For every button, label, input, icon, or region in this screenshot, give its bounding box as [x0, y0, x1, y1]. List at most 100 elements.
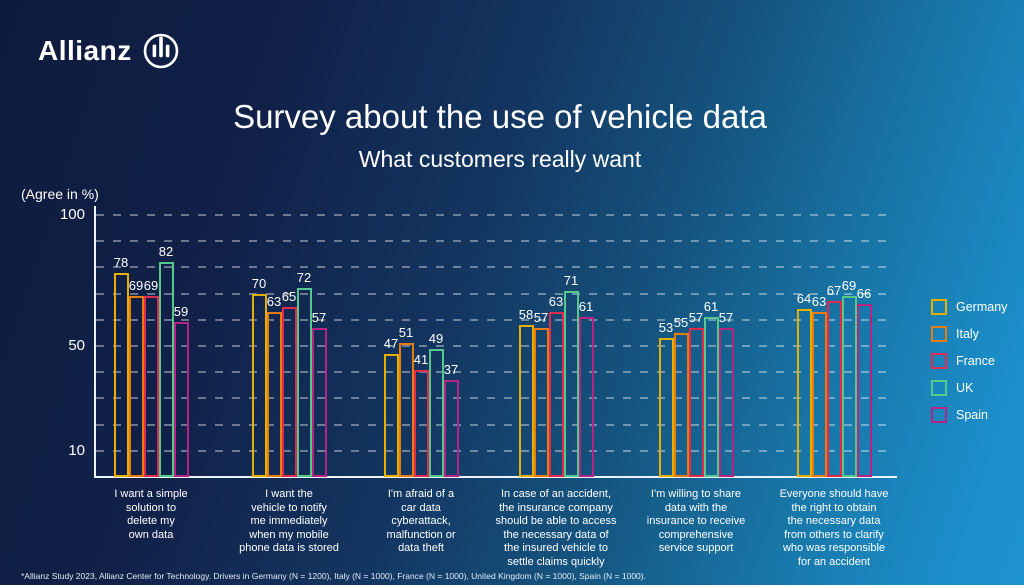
bar-slot: 51 — [398, 325, 414, 477]
gridline — [96, 240, 894, 243]
bar-value-label: 72 — [296, 270, 312, 286]
legend-label: Spain — [956, 408, 988, 422]
bar-slot: 66 — [856, 286, 872, 477]
bar-france — [688, 327, 704, 477]
bar-italy — [128, 296, 144, 477]
gridline — [96, 214, 894, 216]
gridline — [96, 371, 894, 374]
bar-value-label: 63 — [266, 293, 282, 309]
legend: Germany Italy France UK Spain — [931, 299, 1008, 423]
bar-slot: 67 — [826, 283, 842, 477]
bar-group: 78 69 69 82 59 — [113, 215, 189, 477]
gridline — [96, 449, 894, 452]
bar-slot: 69 — [841, 278, 857, 477]
bar-slot: 71 — [563, 273, 579, 477]
category-label: In case of an accident, the insurance com… — [466, 488, 646, 569]
bar-slot: 78 — [113, 255, 129, 477]
bar-uk — [296, 288, 312, 477]
bar-germany — [251, 293, 267, 477]
bar-spain — [173, 322, 189, 477]
bar-uk — [703, 317, 719, 477]
bar-france — [143, 296, 159, 477]
category-label-line: when my mobile — [249, 528, 329, 541]
legend-label: Germany — [956, 300, 1008, 314]
category-label-line: I want the — [265, 488, 313, 500]
bar-group: 47 51 41 49 37 — [383, 215, 459, 477]
bar-slot: 63 — [548, 294, 564, 477]
bar-slot: 53 — [658, 320, 674, 477]
bar-italy — [811, 311, 827, 477]
bar-germany — [658, 338, 674, 477]
category-label: I want a simple solution to delete my own d… — [61, 488, 241, 542]
category-label-line: solution to — [125, 501, 177, 514]
bar-value-label: 61 — [703, 299, 719, 315]
category-label-line: who was responsible — [782, 542, 886, 554]
category-label: Everyone should have the right to obtain t… — [744, 488, 924, 569]
bar-italy — [533, 327, 549, 477]
bar-value-label: 70 — [251, 275, 267, 291]
bar-group: 58 57 63 71 61 — [518, 215, 594, 477]
bar-value-label: 65 — [281, 288, 297, 304]
allianz-circle-bars-icon — [143, 33, 179, 69]
bar-slot: 61 — [578, 299, 594, 477]
bar-slot: 63 — [811, 294, 827, 477]
category-label: I want the vehicle to notify me immediatel… — [199, 488, 379, 556]
bar-spain — [578, 317, 594, 477]
gridline — [96, 397, 894, 400]
bar-slot: 57 — [533, 310, 549, 477]
bar-value-label: 47 — [383, 335, 399, 351]
bar-france — [548, 311, 564, 477]
bar-value-label: 69 — [841, 278, 857, 294]
bar-germany — [796, 309, 812, 477]
bar-slot: 57 — [688, 310, 704, 477]
legend-swatch — [931, 299, 947, 315]
bar-slot: 49 — [428, 331, 444, 477]
bar-uk — [158, 262, 174, 477]
category-label-line: delete my — [127, 515, 175, 527]
bar-germany — [383, 353, 399, 477]
bar-value-label: 64 — [796, 291, 812, 307]
bar-germany — [113, 272, 129, 477]
gridline — [96, 423, 894, 426]
legend-swatch — [931, 380, 947, 396]
category-label-line: I'm willing to share — [650, 488, 742, 500]
category-label-line: malfunction or — [386, 528, 456, 541]
bar-slot: 69 — [143, 278, 159, 477]
plot-area: 78 69 69 82 59 70 63 65 72 57 47 51 41 49 37 58 57 63 71 61… — [96, 214, 896, 477]
category-label-line: me immediately — [250, 515, 328, 527]
bar-spain — [443, 380, 459, 477]
category-label-line: the necessary data of — [503, 528, 609, 541]
bar-slot: 41 — [413, 352, 429, 477]
bar-italy — [673, 332, 689, 477]
gridline — [96, 292, 894, 295]
category-label-line: I want a simple — [114, 488, 188, 500]
category-label: I'm afraid of a car data cyberattack, malfu… — [331, 488, 511, 556]
bar-value-label: 59 — [173, 304, 189, 320]
bar-value-label: 41 — [413, 351, 429, 367]
gridline — [96, 345, 894, 347]
x-axis-line — [94, 476, 897, 478]
bar-value-label: 66 — [856, 286, 872, 302]
category-label-line: Everyone should have — [779, 488, 889, 500]
bar-value-label: 53 — [658, 320, 674, 336]
bar-slot: 58 — [518, 307, 534, 477]
legend-item: Spain — [931, 407, 1007, 423]
bar-value-label: 55 — [673, 314, 689, 330]
y-tick-label: 10 — [68, 441, 85, 459]
bar-value-label: 82 — [158, 244, 174, 260]
bar-slot: 65 — [281, 289, 297, 477]
bar-slot: 69 — [128, 278, 144, 477]
bar-spain — [311, 327, 327, 477]
bar-value-label: 78 — [113, 254, 129, 270]
legend-label: UK — [956, 381, 974, 395]
category-label-line: the insurance company — [499, 501, 613, 514]
category-label: I'm willing to share data with the insuran… — [606, 488, 786, 556]
bar-france — [281, 306, 297, 477]
page-subtitle: What customers really want — [358, 146, 642, 172]
bar-france — [413, 369, 429, 477]
legend-item: France — [931, 353, 1007, 369]
bar-slot: 70 — [251, 276, 267, 477]
bar-slot: 57 — [718, 310, 734, 477]
category-label-line: the necessary data — [787, 515, 881, 527]
bar-italy — [266, 311, 282, 477]
